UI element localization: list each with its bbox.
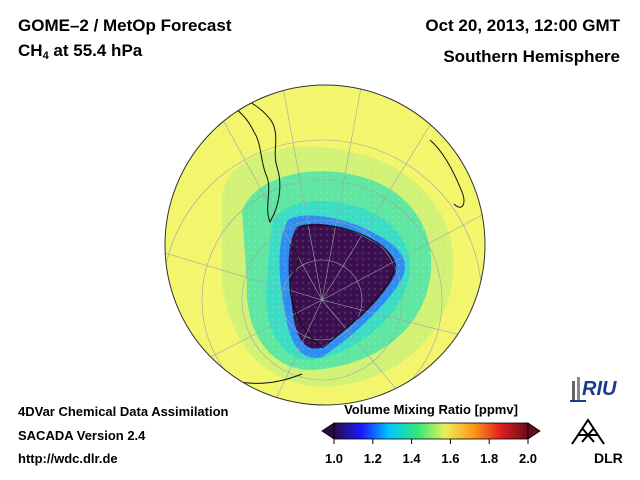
- colorbar: [321, 422, 541, 444]
- riu-logo: RIU: [570, 377, 617, 402]
- southern-hemisphere-globe: [164, 84, 486, 406]
- colorbar-max-arrow: [527, 422, 541, 440]
- dlr-logo: [571, 418, 605, 445]
- colorbar-legend: Volume Mixing Ratio [ppmv] 1.0 1.2 1.4 1.6 1…: [318, 400, 544, 472]
- footer-method: 4DVar Chemical Data Assimilation: [18, 404, 229, 419]
- species-pressure-level: at 55.4 hPa: [48, 41, 143, 60]
- colorbar-title: Volume Mixing Ratio [ppmv]: [344, 402, 518, 417]
- colorbar-gradient: [333, 422, 529, 440]
- colorbar-tick-label: 1.6: [441, 451, 460, 466]
- riu-logo-bar-2: [577, 377, 580, 401]
- africa-coast: [429, 139, 465, 208]
- riu-logo-bar-1: [572, 381, 575, 401]
- colorbar-ticks: [333, 439, 529, 444]
- dlr-logo-text: DLR: [594, 450, 623, 466]
- map-title: GOME–2 / MetOp Forecast: [18, 16, 232, 35]
- globe-outline: [164, 84, 486, 406]
- footer-version: SACADA Version 2.4: [18, 428, 146, 443]
- forecast-date: Oct 20, 2013, 12:00 GMT: [425, 16, 620, 35]
- species-formula-main: CH: [18, 41, 43, 60]
- region-label: Southern Hemisphere: [443, 47, 620, 66]
- colorbar-min-arrow: [321, 422, 335, 440]
- colorbar-tick-label: 1.2: [363, 451, 382, 466]
- antarctic-peninsula-coast: [289, 243, 323, 349]
- south-america-coast: [221, 96, 281, 224]
- species-formula-subscript: 4: [42, 50, 49, 62]
- colorbar-tick-label: 1.8: [480, 451, 499, 466]
- dlr-logo-mark: [571, 418, 605, 445]
- footer-url: http://wdc.dlr.de: [18, 451, 118, 466]
- colorbar-tick-label: 1.4: [402, 451, 421, 466]
- colorbar-tick-label: 1.0: [324, 451, 344, 466]
- grid-texture-overlay: [165, 85, 485, 405]
- colorbar-tick-label: 2.0: [518, 451, 538, 466]
- species-label: CH4 at 55.4 hPa: [18, 41, 142, 62]
- antarctica-coast: [299, 224, 395, 349]
- riu-logo-text: RIU: [582, 378, 617, 400]
